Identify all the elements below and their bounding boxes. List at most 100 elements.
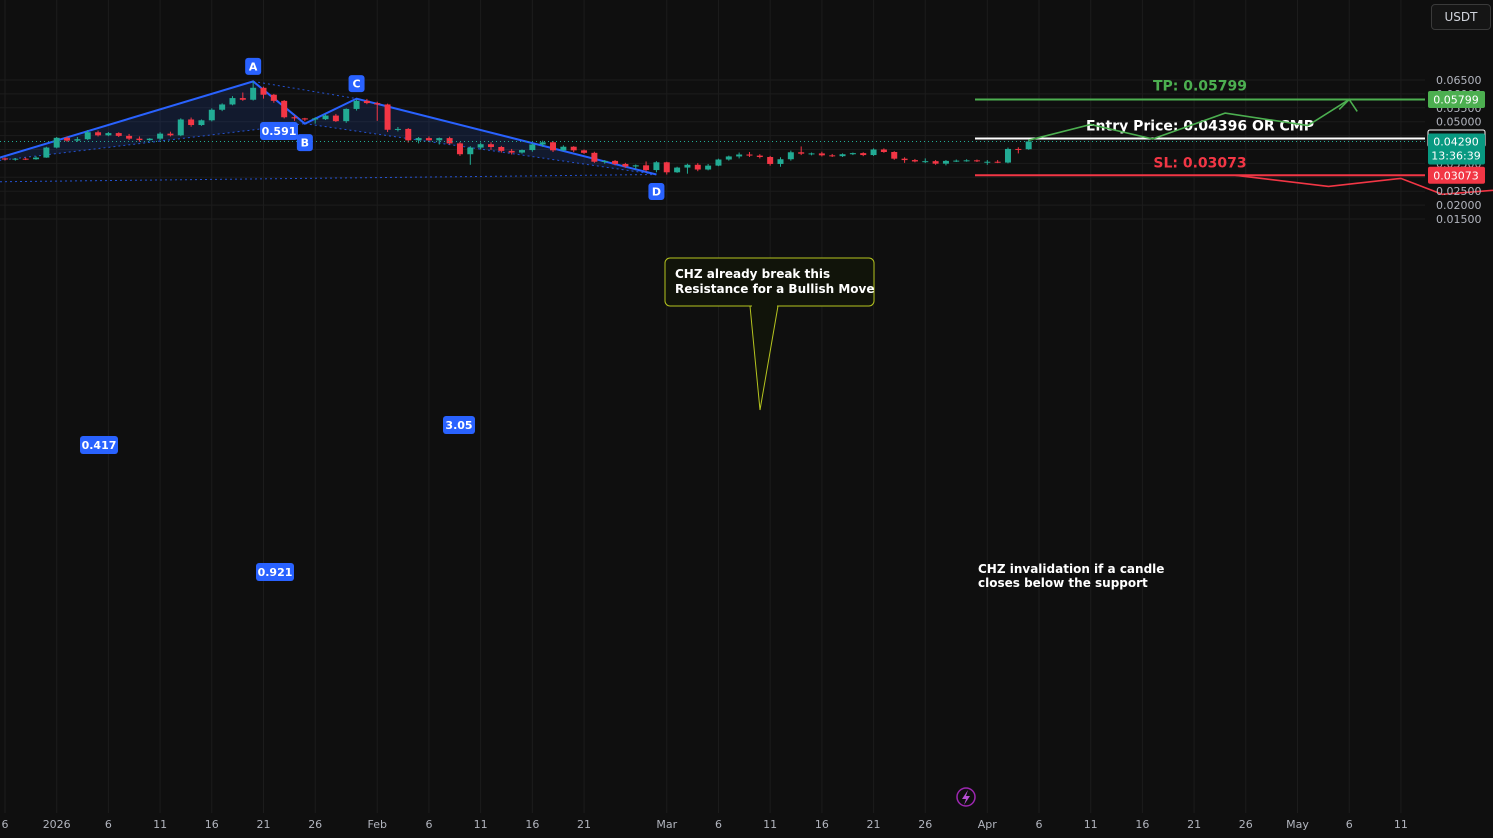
pattern-xb-line xyxy=(0,123,305,161)
candle-down xyxy=(291,117,298,119)
pattern-fill-bcd xyxy=(304,98,657,175)
candle-down xyxy=(239,98,246,100)
time-tick-label: 16 xyxy=(525,818,539,831)
ratio-xb: 0.417 xyxy=(82,439,117,452)
time-tick-label: 6 xyxy=(715,818,722,831)
pattern-fill-xab xyxy=(0,81,305,161)
candle-down xyxy=(498,146,505,151)
time-tick-label: 26 xyxy=(918,818,932,831)
candle-down xyxy=(581,150,588,153)
sl-note-line1: CHZ invalidation if a candle xyxy=(978,562,1164,576)
sl-price-tag-bg xyxy=(1428,166,1485,184)
candle-up xyxy=(198,120,205,126)
candle-down xyxy=(281,100,288,118)
candle-up xyxy=(312,118,319,120)
candle-up xyxy=(560,146,567,151)
time-tick-label: 11 xyxy=(1394,818,1408,831)
candle-up xyxy=(84,132,91,140)
candle-down xyxy=(818,153,825,156)
time-tick-label: 11 xyxy=(474,818,488,831)
candle-up xyxy=(43,147,50,158)
callout-line2: Resistance for a Bullish Move xyxy=(675,282,874,296)
candle-down xyxy=(301,118,308,120)
candle-up xyxy=(250,87,257,100)
candle-up xyxy=(632,165,639,167)
candle-down xyxy=(456,143,463,155)
ratio-xb-bg xyxy=(80,436,118,454)
candle-down xyxy=(363,100,370,104)
time-tick-label: 26 xyxy=(308,818,322,831)
countdown-tag: 13:36:39 xyxy=(1431,149,1480,162)
candle-down xyxy=(374,103,381,105)
time-tick-label: 6 xyxy=(425,818,432,831)
ratio-bd-bg xyxy=(443,416,475,434)
candle-down xyxy=(487,144,494,147)
tp-label: TP: 0.05799 xyxy=(1153,78,1247,94)
candle-up xyxy=(53,137,60,148)
pattern-point-d-bg xyxy=(648,183,665,201)
time-tick-label: 16 xyxy=(205,818,219,831)
entry-label: Entry Price: 0.04396 OR CMP xyxy=(1086,118,1314,134)
candle-down xyxy=(1015,148,1022,150)
time-tick-label: 21 xyxy=(577,818,591,831)
candle-up xyxy=(736,154,743,157)
candle-down xyxy=(384,104,391,130)
callout-joint xyxy=(752,302,777,308)
time-tick-label: 26 xyxy=(1239,818,1253,831)
candle-down xyxy=(829,155,836,157)
harmonic-pattern xyxy=(0,80,657,183)
tp-price-tag: 0.05799 xyxy=(1433,93,1479,106)
projections xyxy=(1028,98,1493,196)
time-tick-label: Feb xyxy=(367,818,386,831)
pattern-point-a-bg xyxy=(245,57,262,75)
candle-up xyxy=(208,109,215,121)
candle-up xyxy=(715,159,722,166)
time-axis: 6 2026 6 11 16 21 26 Feb 6 11 16 21 Mar 6 11 16 21 26 Apr 6… xyxy=(2,818,1408,831)
candle-up xyxy=(219,104,226,110)
grid xyxy=(0,0,1425,813)
candle-up xyxy=(229,98,236,105)
candle-up xyxy=(74,139,81,141)
candle-down xyxy=(694,164,701,170)
pattern-point-b-bg xyxy=(296,134,313,152)
time-tick-label: 21 xyxy=(867,818,881,831)
candle-up xyxy=(684,164,691,168)
time-tick-label: Mar xyxy=(656,818,677,831)
ratio-ab: 0.591 xyxy=(262,125,297,138)
currency-selector[interactable]: USDT xyxy=(1431,4,1491,30)
price-tick-label: 0.01500 xyxy=(1436,213,1482,226)
candle-down xyxy=(167,133,174,136)
pattern-point-b-group: B xyxy=(296,134,313,152)
candle-down xyxy=(188,119,195,126)
candle-up xyxy=(343,108,350,122)
ratio-xd: 0.921 xyxy=(258,566,293,579)
candle-up xyxy=(33,157,40,160)
candle-down xyxy=(126,135,133,139)
candle-down xyxy=(756,155,763,158)
pattern-point-d-group: D xyxy=(648,183,665,201)
price-tick-label: 0.06500 xyxy=(1436,74,1482,87)
candle-up xyxy=(870,149,877,156)
candle-down xyxy=(746,154,753,156)
candle-up xyxy=(601,160,608,162)
candle-up xyxy=(839,154,846,157)
candle-down xyxy=(973,160,980,162)
candle-up xyxy=(415,138,422,141)
time-tick-label: 11 xyxy=(763,818,777,831)
sl-price-tag: 0.03073 xyxy=(1433,169,1479,182)
time-tick-label: 11 xyxy=(1084,818,1098,831)
time-tick-label: 6 xyxy=(1346,818,1353,831)
candle-up xyxy=(394,128,401,130)
pattern-point-c-bg xyxy=(348,75,365,93)
candle-up xyxy=(674,167,681,173)
candle-up xyxy=(105,133,112,136)
time-tick-label: Apr xyxy=(978,818,998,831)
candle-down xyxy=(767,157,774,164)
candle-up xyxy=(436,138,443,141)
candle-up xyxy=(529,144,536,151)
candle-down xyxy=(425,138,432,141)
current-price-tag-bg xyxy=(1428,133,1485,165)
pattern-point-a-group: A xyxy=(245,57,262,75)
candle-up xyxy=(808,153,815,155)
